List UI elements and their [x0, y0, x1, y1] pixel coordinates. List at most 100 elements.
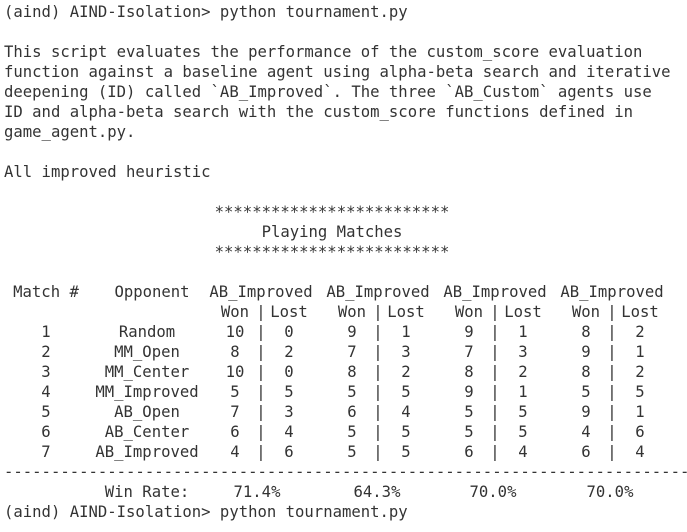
won-count: 9 [464, 383, 474, 401]
lost-count: 3 [284, 403, 294, 421]
lost-count: 5 [401, 443, 411, 461]
column-separator: | [256, 403, 266, 421]
won-count: 9 [347, 323, 357, 341]
column-separator: | [490, 343, 500, 361]
lost-count: 2 [401, 363, 411, 381]
lost-count: 5 [518, 423, 528, 441]
won-count: 4 [581, 423, 591, 441]
command-prompt-line-end: (aind) AIND-Isolation> python tournament… [4, 503, 408, 521]
match-number: 3 [41, 363, 51, 381]
won-count: 8 [230, 343, 240, 361]
column-separator: | [256, 303, 266, 321]
column-separator: | [373, 343, 383, 361]
win-rate-value: 70.0% [469, 483, 517, 501]
banner-stars-bottom: ************************* [214, 243, 450, 261]
match-number: 5 [41, 403, 51, 421]
column-separator: | [607, 323, 617, 341]
lost-count: 2 [284, 343, 294, 361]
column-separator: | [256, 323, 266, 341]
banner-title: Playing Matches [261, 223, 403, 241]
lost-count: 0 [284, 363, 294, 381]
won-count: 8 [581, 323, 591, 341]
opponent-name: Random [118, 323, 176, 341]
column-separator: | [607, 343, 617, 361]
lost-count: 3 [518, 343, 528, 361]
column-separator: | [490, 383, 500, 401]
lost-count: 1 [635, 403, 645, 421]
column-separator: | [490, 443, 500, 461]
column-separator: | [490, 423, 500, 441]
agent-header-4: AB_Improved [560, 283, 664, 301]
banner-stars-top: ************************* [214, 203, 450, 221]
lost-count: 5 [635, 383, 645, 401]
opponent-name: AB_Improved [95, 443, 199, 461]
won-count: 5 [464, 403, 474, 421]
win-rate-value: 70.0% [586, 483, 634, 501]
column-separator: | [256, 343, 266, 361]
lost-count: 4 [635, 443, 645, 461]
column-separator: | [373, 363, 383, 381]
won-count: 5 [581, 383, 591, 401]
lost-count: 6 [284, 443, 294, 461]
won-count: 5 [347, 423, 357, 441]
column-separator: | [373, 303, 383, 321]
column-separator: | [256, 443, 266, 461]
won-subheader: Won [220, 303, 250, 321]
opponent-name: MM_Improved [95, 383, 199, 401]
agent-header-3: AB_Improved [443, 283, 547, 301]
lost-count: 0 [284, 323, 294, 341]
lost-subheader: Lost [270, 303, 308, 321]
lost-count: 5 [284, 383, 294, 401]
lost-count: 1 [518, 323, 528, 341]
won-count: 6 [581, 443, 591, 461]
opponent-name: AB_Center [104, 423, 190, 441]
column-separator: | [256, 383, 266, 401]
won-count: 5 [464, 423, 474, 441]
intro-line-1: This script evaluates the performance of… [4, 43, 643, 61]
lost-count: 2 [518, 363, 528, 381]
column-separator: | [490, 363, 500, 381]
win-rate-value: 64.3% [353, 483, 401, 501]
won-count: 9 [581, 403, 591, 421]
column-separator: | [256, 423, 266, 441]
won-count: 9 [464, 323, 474, 341]
column-separator: | [607, 443, 617, 461]
match-number: 6 [41, 423, 51, 441]
match-number: 2 [41, 343, 51, 361]
match-number: 1 [41, 323, 51, 341]
column-separator: | [256, 363, 266, 381]
column-separator: | [607, 403, 617, 421]
won-count: 7 [464, 343, 474, 361]
intro-line-3: deepening (ID) called `AB_Improved`. The… [4, 83, 652, 101]
intro-line-4: ID and alpha-beta search with the custom… [4, 103, 634, 121]
intro-line-5: game_agent.py. [4, 123, 136, 141]
match-number: 4 [41, 383, 51, 401]
lost-count: 2 [635, 323, 645, 341]
lost-subheader: Lost [387, 303, 425, 321]
lost-count: 4 [284, 423, 294, 441]
won-count: 7 [230, 403, 240, 421]
won-count: 5 [347, 383, 357, 401]
won-subheader: Won [454, 303, 484, 321]
lost-count: 5 [401, 383, 411, 401]
lost-count: 1 [518, 383, 528, 401]
column-separator: | [607, 303, 617, 321]
agent-header-2: AB_Improved [326, 283, 430, 301]
lost-subheader: Lost [621, 303, 659, 321]
column-separator: | [373, 323, 383, 341]
won-count: 10 [225, 363, 245, 381]
opponent-name: MM_Center [104, 363, 190, 381]
lost-subheader: Lost [504, 303, 542, 321]
column-separator: | [607, 383, 617, 401]
win-rate-label: Win Rate: [104, 483, 190, 501]
opponent-name: AB_Open [114, 403, 180, 421]
won-count: 8 [464, 363, 474, 381]
won-count: 5 [230, 383, 240, 401]
match-column-header: Match # [13, 283, 79, 301]
won-count: 9 [581, 343, 591, 361]
won-count: 6 [347, 403, 357, 421]
won-count: 8 [347, 363, 357, 381]
agent-header-1: AB_Improved [209, 283, 313, 301]
lost-count: 4 [518, 443, 528, 461]
